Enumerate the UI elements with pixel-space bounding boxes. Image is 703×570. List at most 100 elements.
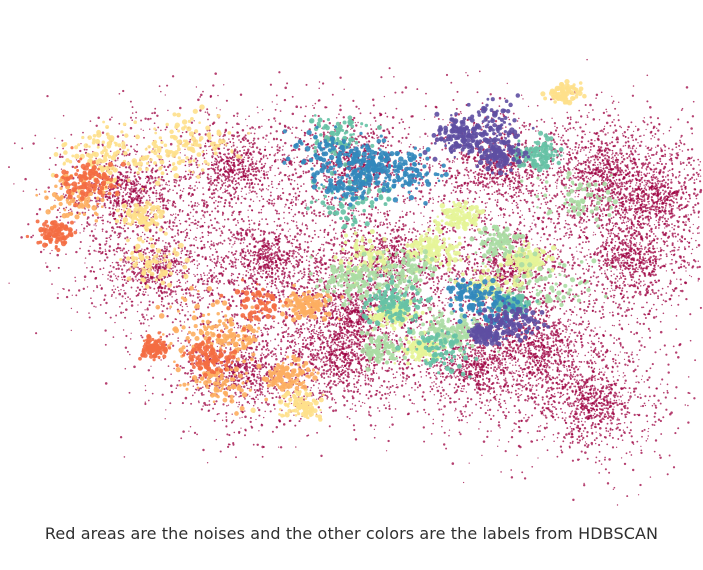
noise-point <box>203 216 206 218</box>
noise-point <box>76 211 79 214</box>
noise-point <box>246 177 249 179</box>
noise-point <box>244 168 247 170</box>
noise-point <box>172 213 175 215</box>
noise-point <box>610 161 612 163</box>
noise-point <box>160 90 162 93</box>
noise-point <box>318 87 320 90</box>
noise-point <box>158 153 161 155</box>
noise-point <box>254 190 256 193</box>
noise-point <box>512 186 515 189</box>
noise-point <box>357 140 361 144</box>
noise-point <box>162 204 165 207</box>
noise-point <box>424 132 427 136</box>
noise-point <box>337 204 339 206</box>
noise-point <box>466 187 469 190</box>
noise-point <box>266 223 269 226</box>
noise-point <box>130 332 132 334</box>
noise-point <box>190 252 193 254</box>
noise-point <box>136 310 139 313</box>
noise-point <box>670 178 673 181</box>
noise-point <box>167 109 169 112</box>
noise-point <box>275 94 278 97</box>
noise-point <box>129 171 132 174</box>
noise-point <box>291 95 294 98</box>
noise-point <box>416 88 419 91</box>
noise-point <box>494 174 497 177</box>
noise-point <box>599 130 602 132</box>
noise-point <box>177 279 181 282</box>
noise-point <box>417 149 420 152</box>
noise-point <box>376 137 379 139</box>
noise-point <box>141 248 143 250</box>
noise-point <box>397 194 399 197</box>
noise-point <box>227 218 230 221</box>
noise-point <box>671 148 674 151</box>
noise-point <box>226 175 229 178</box>
noise-point <box>227 157 229 159</box>
noise-point <box>314 102 317 105</box>
noise-point <box>312 162 314 165</box>
noise-point <box>249 178 253 182</box>
noise-point <box>438 162 441 165</box>
noise-point <box>167 202 170 204</box>
noise-point <box>620 156 623 159</box>
noise-point <box>217 156 220 159</box>
noise-point <box>101 250 104 253</box>
noise-point <box>233 279 236 282</box>
noise-point <box>217 147 221 151</box>
noise-point <box>234 169 236 172</box>
noise-point <box>216 166 219 169</box>
noise-point <box>574 196 576 198</box>
noise-point <box>318 214 321 218</box>
noise-point <box>697 158 700 161</box>
noise-point <box>331 196 334 199</box>
noise-point <box>290 163 293 166</box>
noise-point <box>131 112 134 114</box>
noise-point <box>631 136 634 139</box>
noise-point <box>136 225 140 228</box>
noise-point <box>160 175 164 179</box>
noise-point <box>575 165 577 168</box>
noise-point <box>505 176 509 179</box>
noise-point <box>246 174 250 177</box>
noise-point <box>484 216 487 219</box>
noise-point <box>629 150 633 153</box>
noise-point <box>590 188 592 190</box>
noise-point <box>185 228 188 231</box>
noise-point <box>225 99 228 102</box>
noise-point <box>54 199 56 201</box>
noise-point <box>121 249 124 252</box>
noise-point <box>528 122 532 126</box>
noise-point <box>90 230 94 233</box>
noise-point <box>132 188 135 190</box>
noise-point <box>400 118 403 121</box>
noise-point <box>598 186 600 189</box>
noise-point <box>530 228 533 231</box>
noise-point <box>546 190 548 192</box>
noise-point <box>129 181 133 185</box>
noise-point <box>241 187 244 190</box>
noise-point <box>223 239 226 242</box>
noise-point <box>349 169 352 172</box>
noise-point <box>346 124 350 128</box>
noise-point <box>93 305 95 308</box>
noise-point <box>46 94 49 98</box>
noise-point <box>253 183 256 185</box>
noise-point <box>76 311 79 313</box>
noise-point <box>612 100 615 103</box>
noise-point <box>249 198 252 201</box>
noise-point <box>397 182 400 184</box>
noise-point <box>598 156 601 159</box>
noise-point <box>158 175 160 178</box>
noise-point <box>89 234 92 237</box>
noise-point <box>296 176 299 179</box>
noise-point <box>562 134 564 137</box>
noise-point <box>504 146 506 148</box>
noise-point <box>226 148 230 152</box>
noise-point <box>620 126 623 129</box>
noise-point <box>274 174 276 177</box>
noise-point <box>250 146 252 149</box>
noise-point <box>155 291 158 294</box>
noise-point <box>228 168 231 172</box>
noise-point <box>637 142 639 144</box>
